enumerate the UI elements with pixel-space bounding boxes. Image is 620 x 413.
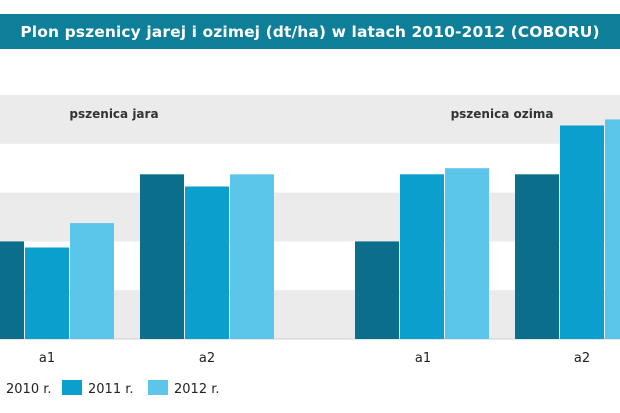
- bar-1-series-2: [25, 247, 69, 339]
- bar-4-series-2: [560, 125, 604, 339]
- bar-1-series-1: [0, 241, 24, 339]
- category-label: a1: [415, 351, 431, 366]
- legend-label: 2012 r.: [174, 382, 220, 397]
- category-label: a2: [574, 351, 590, 366]
- bar-2-series-2: [185, 186, 229, 339]
- bar-2-series-1: [140, 174, 184, 339]
- legend-label: 2011 r.: [88, 382, 134, 397]
- group-label: pszenica jara: [69, 107, 158, 121]
- group-label: pszenica ozima: [451, 107, 554, 121]
- bar-1-series-3: [70, 223, 114, 339]
- legend-label: 2010 r.: [6, 382, 52, 397]
- bar-3-series-3: [445, 168, 489, 339]
- bars: [0, 119, 620, 340]
- legend-swatch: [62, 380, 82, 395]
- legend: 2010 r. 2011 r. 2012 r.: [6, 380, 220, 397]
- category-label: a2: [199, 351, 215, 366]
- bar-2-series-3: [230, 174, 274, 339]
- bar-3-series-2: [400, 174, 444, 339]
- labels: pszenica jara pszenica ozima a1 a2 a1 a2: [39, 107, 590, 366]
- chart-title-bar: Plon pszenicy jarej i ozimej (dt/ha) w l…: [0, 14, 620, 49]
- chart-title: Plon pszenicy jarej i ozimej (dt/ha) w l…: [20, 22, 600, 41]
- category-label: a1: [39, 351, 55, 366]
- legend-swatch: [148, 380, 168, 395]
- bar-3-series-1: [355, 241, 399, 339]
- bar-4-series-3: [605, 119, 620, 340]
- grid-band: [0, 95, 620, 144]
- bar-4-series-1: [515, 174, 559, 339]
